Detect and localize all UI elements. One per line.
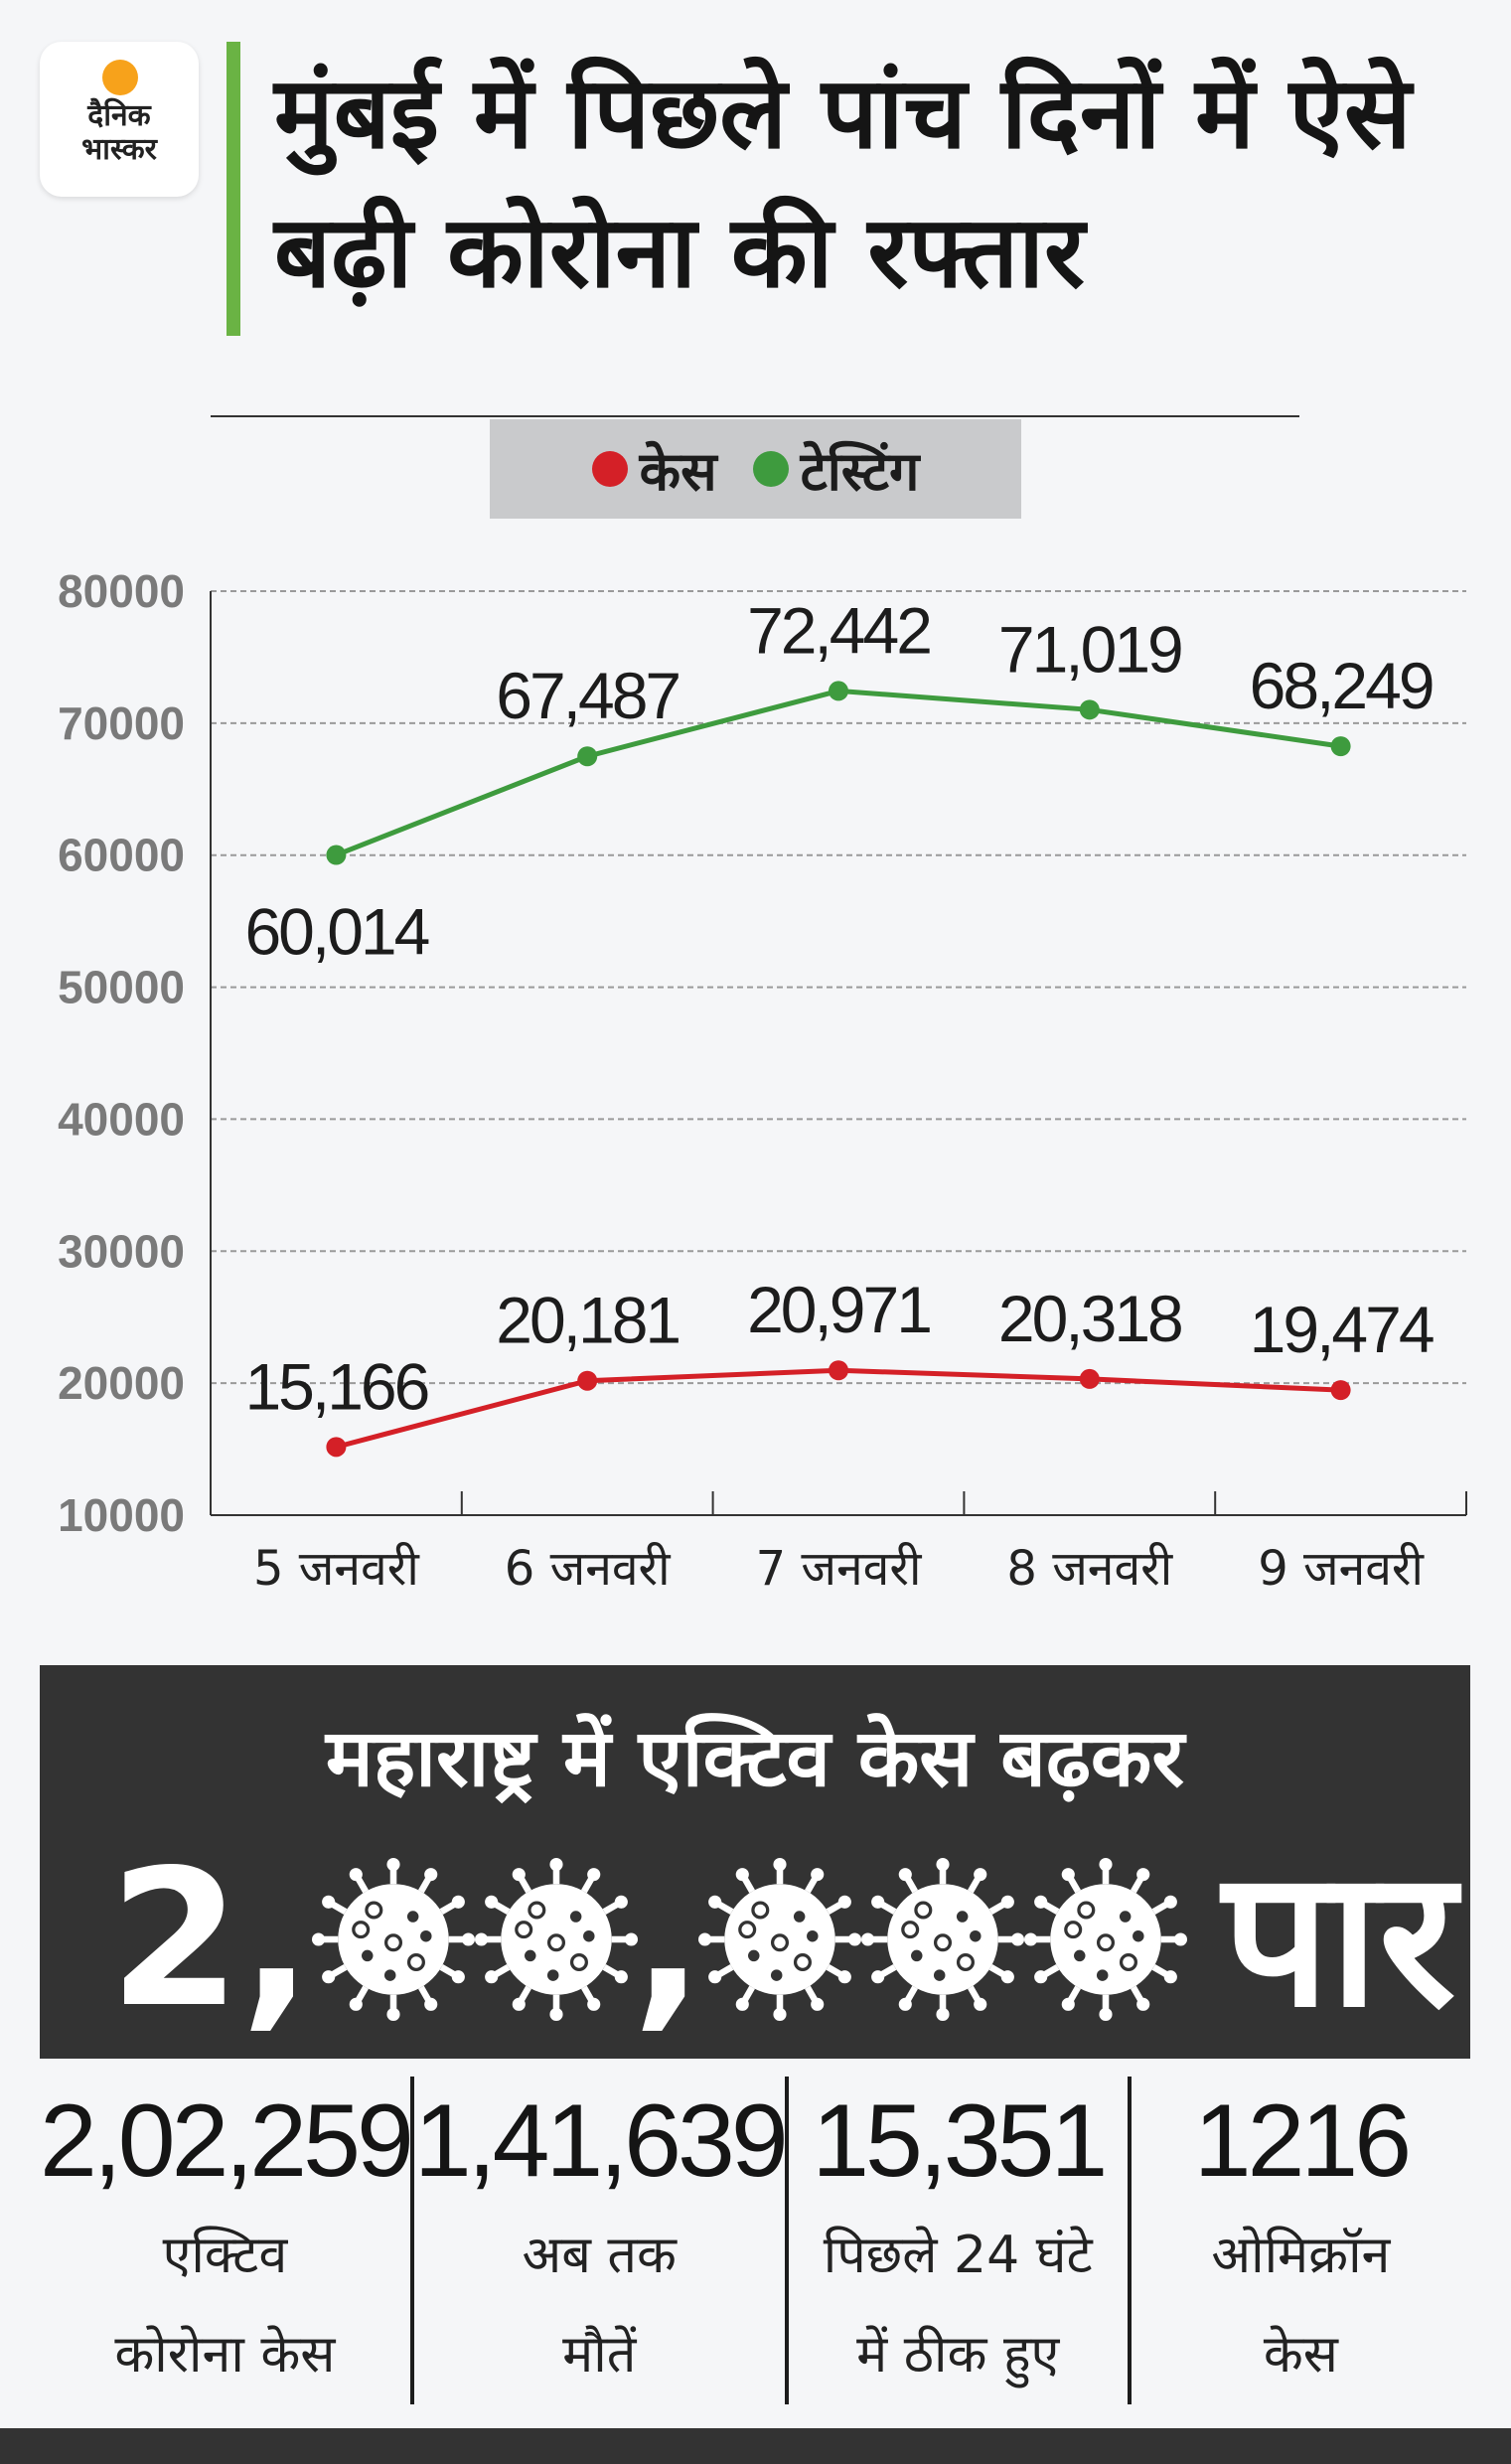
y-tick-label: 10000 xyxy=(58,1489,185,1541)
footer-bar xyxy=(0,2428,1511,2464)
stat-omicron: 1216 ओमिक्रॉन केस xyxy=(1127,2077,1470,2404)
data-point xyxy=(829,1360,848,1381)
data-point xyxy=(577,746,598,767)
x-tick-label: 8 जनवरी xyxy=(1006,1541,1173,1597)
x-tick-label: 5 जनवरी xyxy=(253,1541,420,1597)
data-point xyxy=(1079,699,1100,720)
logo-text: दैनिक भास्कर xyxy=(40,99,199,167)
data-label: 15,166 xyxy=(244,1349,427,1423)
data-point xyxy=(829,681,848,701)
legend-item-cases: केस xyxy=(591,432,717,506)
series-line xyxy=(335,688,1341,857)
logo-line1: दैनिक xyxy=(87,98,151,133)
stat-value: 1,41,639 xyxy=(413,2083,789,2199)
x-tick-label: 7 जनवरी xyxy=(756,1541,923,1597)
data-point xyxy=(577,1370,598,1391)
virus-icon xyxy=(475,1858,639,2021)
stat-value: 15,351 xyxy=(812,2083,1108,2199)
data-label: 71,019 xyxy=(998,612,1181,686)
banner-number-prefix: 2, xyxy=(109,1829,313,2049)
banner-number: 2, , पार xyxy=(109,1829,1455,2049)
data-label: 19,474 xyxy=(1250,1293,1434,1366)
stat-label: पिछले 24 घंटे xyxy=(823,2226,1093,2285)
data-point xyxy=(1330,736,1351,757)
data-label: 68,249 xyxy=(1250,649,1433,722)
x-tick-label: 6 जनवरी xyxy=(505,1541,672,1597)
virus-icon xyxy=(697,1858,861,2021)
line-chart: 10000 20000 30000 40000 50000 60000 70000 80000… xyxy=(58,565,1467,1597)
y-tick-label: 50000 xyxy=(58,962,185,1013)
data-point xyxy=(1330,1380,1351,1401)
sun-icon xyxy=(102,60,138,95)
banner-number-suffix: पार xyxy=(1222,1829,1456,2049)
stat-label: अब तक xyxy=(522,2226,677,2285)
stat-value: 2,02,259 xyxy=(40,2083,414,2199)
stat-active-cases: 2,02,259 एक्टिव कोरोना केस xyxy=(40,2077,414,2404)
y-tick-label: 70000 xyxy=(58,697,185,749)
data-label: 20,181 xyxy=(496,1284,679,1357)
legend-dot-testing xyxy=(752,451,789,487)
legend-dot-cases xyxy=(591,451,628,487)
data-label: 20,971 xyxy=(747,1273,930,1346)
title-accent-bar xyxy=(227,42,240,336)
y-tick-label: 30000 xyxy=(58,1225,185,1277)
stat-recovered: 15,351 पिछले 24 घंटे में ठीक हुए xyxy=(784,2077,1128,2404)
legend-label-testing: टेस्टिंग xyxy=(800,440,920,503)
stats-row: 2,02,259 एक्टिव कोरोना केस 1,41,639 अब त… xyxy=(40,2077,1470,2404)
data-point xyxy=(326,1437,347,1458)
stat-label: में ठीक हुए xyxy=(856,2325,1060,2385)
stat-label: एक्टिव xyxy=(162,2226,288,2285)
logo-line2: भास्कर xyxy=(81,132,157,167)
chart-legend: केस टेस्टिंग xyxy=(490,419,1021,519)
banner-number-comma: , xyxy=(632,1829,704,2049)
data-label: 20,318 xyxy=(998,1282,1181,1355)
stat-deaths: 1,41,639 अब तक मौतें xyxy=(409,2077,789,2404)
virus-icon xyxy=(312,1858,476,2021)
x-tick-label: 9 जनवरी xyxy=(1258,1541,1425,1597)
legend-item-testing: टेस्टिंग xyxy=(752,432,920,506)
virus-icon xyxy=(1023,1858,1187,2021)
divider xyxy=(211,415,1299,417)
data-point xyxy=(1079,1368,1100,1389)
data-point xyxy=(326,845,347,865)
stat-label: कोरोना केस xyxy=(114,2325,336,2385)
y-tick-label: 60000 xyxy=(58,830,185,881)
y-tick-label: 80000 xyxy=(58,565,185,617)
virus-icon xyxy=(860,1858,1024,2021)
series-line xyxy=(335,1367,1341,1450)
legend-label-cases: केस xyxy=(639,440,717,503)
data-label: 67,487 xyxy=(496,659,679,732)
y-tick-label: 20000 xyxy=(58,1357,185,1409)
stat-value: 1216 xyxy=(1193,2083,1412,2199)
data-label: 72,442 xyxy=(747,593,930,667)
banner-heading: महाराष्ट्र में एक्टिव केस बढ़कर xyxy=(325,1712,1185,1804)
y-tick-label: 40000 xyxy=(58,1093,185,1145)
page-title: मुंबई में पिछले पांच दिनों में ऐसे बढ़ी … xyxy=(274,55,1412,310)
stat-label: केस xyxy=(1263,2325,1338,2385)
data-label: 60,014 xyxy=(244,895,428,969)
stat-label: मौतें xyxy=(562,2325,637,2385)
stat-label: ओमिक्रॉन xyxy=(1211,2226,1391,2285)
logo: दैनिक भास्कर xyxy=(40,42,199,197)
active-cases-banner: महाराष्ट्र में एक्टिव केस बढ़कर 2, , पार xyxy=(40,1665,1470,2059)
